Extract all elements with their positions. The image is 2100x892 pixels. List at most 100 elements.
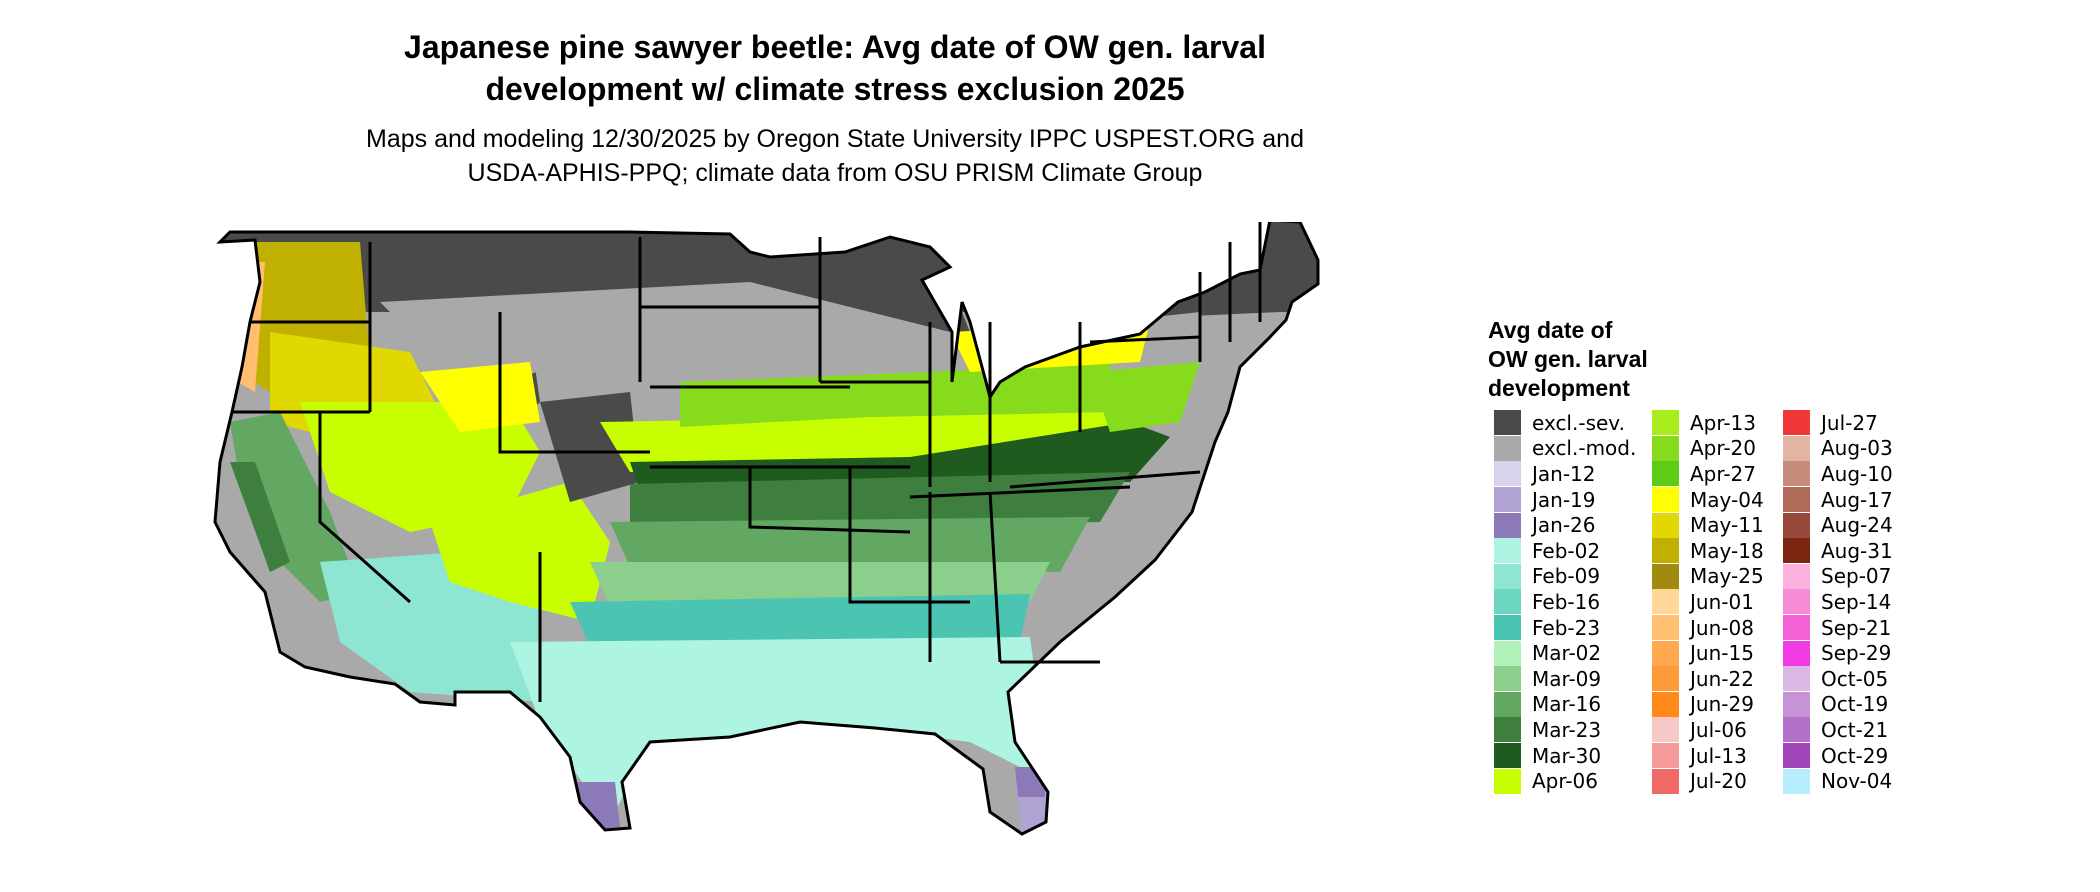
legend-swatch — [1652, 487, 1679, 513]
zone-michigan-yellow — [1000, 282, 1045, 337]
title-line-2: development w/ climate stress exclusion … — [485, 71, 1185, 107]
legend-item: Jul-06 — [1652, 717, 1764, 743]
legend-swatch — [1494, 589, 1521, 615]
legend-item: Sep-21 — [1783, 615, 1893, 641]
legend-swatch — [1652, 512, 1679, 538]
legend-swatch — [1652, 717, 1679, 743]
legend-label: Apr-20 — [1690, 436, 1756, 461]
border-ms-al — [928, 491, 1002, 663]
legend-item: Jun-08 — [1652, 615, 1764, 641]
legend-label: Oct-19 — [1821, 692, 1889, 717]
legend-item: May-11 — [1652, 512, 1764, 538]
legend-swatch — [1494, 487, 1521, 513]
legend-title-line-3: development — [1488, 375, 1630, 401]
legend-label: Jan-19 — [1532, 487, 1596, 512]
title-line-1: Japanese pine sawyer beetle: Avg date of… — [404, 29, 1266, 65]
border-wy-co — [498, 312, 650, 454]
legend-label: May-11 — [1690, 513, 1764, 538]
legend-item: Oct-29 — [1783, 743, 1893, 769]
subtitle-line-1: Maps and modeling 12/30/2025 by Oregon S… — [366, 125, 1304, 153]
legend-item: Oct-05 — [1783, 666, 1893, 692]
legend-label: Jun-08 — [1690, 615, 1754, 640]
legend-label: Feb-09 — [1532, 564, 1601, 589]
legend-label: Mar-02 — [1532, 641, 1602, 666]
legend-label: Mar-09 — [1532, 666, 1602, 691]
legend-swatch — [1652, 410, 1679, 436]
legend-swatch — [1652, 640, 1679, 666]
zone-south-texas-jan — [570, 782, 620, 830]
legend-label: Jun-01 — [1690, 589, 1754, 614]
legend-swatch — [1494, 512, 1521, 538]
legend-swatch — [1494, 640, 1521, 666]
legend-item: Oct-21 — [1783, 717, 1893, 743]
map-subtitle: Maps and modeling 12/30/2025 by Oregon S… — [170, 122, 1500, 190]
legend-item: Aug-10 — [1783, 461, 1893, 487]
legend-title-line-1: Avg date of — [1488, 317, 1613, 343]
legend-label: Jul-27 — [1821, 410, 1878, 435]
legend-swatch — [1652, 743, 1679, 769]
legend-item: Feb-23 — [1494, 615, 1636, 641]
legend-item: excl.-sev. — [1494, 410, 1636, 436]
legend-swatch — [1494, 538, 1521, 564]
legend-label: May-04 — [1690, 487, 1764, 512]
legend-item: Aug-31 — [1783, 538, 1893, 564]
us-map — [213, 222, 1320, 836]
zone-new-mexico-gray — [540, 392, 640, 502]
subtitle-line-2: USDA-APHIS-PPQ; climate data from OSU PR… — [467, 159, 1203, 187]
legend-item: Jan-12 — [1494, 461, 1636, 487]
border-va-nc — [1009, 470, 1201, 489]
legend-swatch — [1652, 461, 1679, 487]
legend-swatch — [1783, 538, 1810, 564]
legend-swatch — [1652, 538, 1679, 564]
legend-swatch — [1783, 435, 1810, 461]
legend-item: Sep-07 — [1783, 563, 1893, 590]
legend-swatch — [1652, 691, 1679, 717]
legend-item: Feb-09 — [1494, 563, 1636, 590]
legend-swatch — [1652, 768, 1679, 794]
legend-label: Apr-13 — [1690, 410, 1756, 435]
legend-swatch — [1783, 410, 1810, 436]
legend-label: May-18 — [1690, 538, 1764, 563]
border-tn-ky — [909, 485, 1131, 499]
legend-label: Feb-23 — [1532, 615, 1601, 640]
zone-excl-sev-northeast — [1110, 222, 1318, 317]
legend-swatch — [1494, 743, 1521, 769]
legend-label: Feb-02 — [1532, 538, 1601, 563]
legend-label: excl.-sev. — [1532, 410, 1625, 435]
legend-swatch — [1652, 563, 1679, 589]
legend-item: Jul-20 — [1652, 768, 1764, 794]
legend-item: Jul-13 — [1652, 743, 1764, 769]
legend-swatch — [1783, 461, 1810, 487]
legend-item: Oct-19 — [1783, 691, 1893, 718]
legend-item: excl.-mod. — [1494, 435, 1636, 462]
map-fill-zones — [215, 222, 1318, 834]
legend-item: Apr-27 — [1652, 461, 1764, 487]
zone-feb23-band — [570, 594, 1030, 647]
legend-label: Oct-29 — [1821, 743, 1889, 768]
legend-item: Sep-14 — [1783, 589, 1893, 615]
border-ny-pa — [1089, 335, 1201, 344]
legend-item: Feb-16 — [1494, 589, 1636, 615]
legend-swatch — [1494, 666, 1521, 692]
legend-swatch — [1783, 615, 1810, 641]
legend-label: Jun-15 — [1690, 641, 1754, 666]
border-new-england — [1198, 222, 1262, 362]
legend-item: Jun-22 — [1652, 666, 1764, 692]
legend-label: Aug-31 — [1821, 538, 1893, 563]
legend-label: Sep-29 — [1821, 641, 1892, 666]
legend-item: Apr-06 — [1494, 768, 1636, 794]
legend-label: Jun-22 — [1690, 666, 1754, 691]
legend-swatch — [1494, 717, 1521, 743]
legend-item: Sep-29 — [1783, 640, 1893, 666]
legend-label: Mar-30 — [1532, 743, 1602, 768]
legend-column-1: excl.-sev. excl.-mod. Jan-12 Jan-19 Jan-26 Fe… — [1494, 410, 1636, 794]
state-boundaries — [213, 222, 1320, 836]
legend-swatch — [1494, 691, 1521, 717]
legend-item: Mar-23 — [1494, 717, 1636, 743]
legend-swatch — [1494, 563, 1521, 589]
border-il-in — [928, 322, 992, 482]
legend-title: Avg date of OW gen. larval development — [1488, 316, 1648, 403]
legend-swatch — [1494, 410, 1521, 436]
legend-item: Jun-29 — [1652, 691, 1764, 718]
legend-item: Aug-03 — [1783, 435, 1893, 462]
